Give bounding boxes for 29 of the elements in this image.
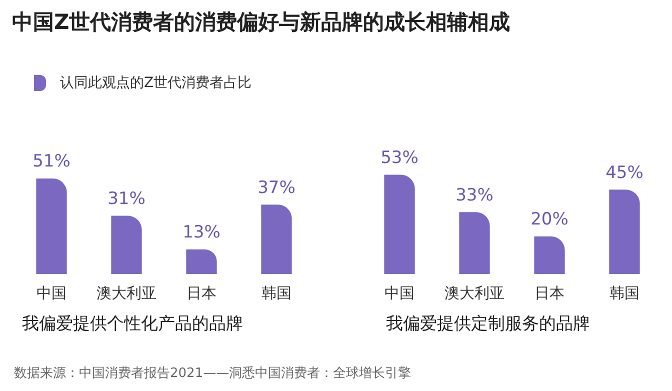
bar xyxy=(609,190,640,274)
x-tick-label: 澳大利亚 xyxy=(444,284,504,302)
x-tick-label: 日本 xyxy=(534,284,564,302)
x-tick-label: 韩国 xyxy=(610,284,640,302)
data-label: 37% xyxy=(258,178,296,198)
x-axis-title: 我偏爱提供个性化产品的品牌 xyxy=(22,313,244,335)
data-label: 33% xyxy=(456,185,494,206)
x-tick-label: 澳大利亚 xyxy=(96,284,156,302)
data-label: 13% xyxy=(182,222,220,243)
bar xyxy=(36,178,67,274)
x-tick-label: 中国 xyxy=(36,284,66,302)
bar xyxy=(534,236,565,274)
chart-title: 中国Z世代消费者的消费偏好与新品牌的成长相辅相成 xyxy=(12,9,510,36)
data-label: 51% xyxy=(32,152,70,172)
bar xyxy=(111,216,142,274)
bar xyxy=(261,204,292,274)
legend-label: 认同此观点的Z世代消费者占比 xyxy=(60,74,252,92)
data-label: 53% xyxy=(380,148,418,168)
x-tick-label: 日本 xyxy=(186,284,216,302)
bar xyxy=(186,249,217,274)
data-label: 45% xyxy=(606,162,644,183)
data-label: 20% xyxy=(530,210,568,230)
bar xyxy=(384,174,415,274)
x-tick-label: 中国 xyxy=(384,284,414,302)
data-label: 31% xyxy=(108,189,146,210)
source-note: 数据来源：中国消费者报告2021——洞悉中国消费者：全球增长引擎 xyxy=(14,365,412,382)
x-axis-title: 我偏爱提供定制服务的品牌 xyxy=(386,313,591,335)
x-tick-label: 韩国 xyxy=(262,284,292,302)
bar xyxy=(459,212,490,274)
